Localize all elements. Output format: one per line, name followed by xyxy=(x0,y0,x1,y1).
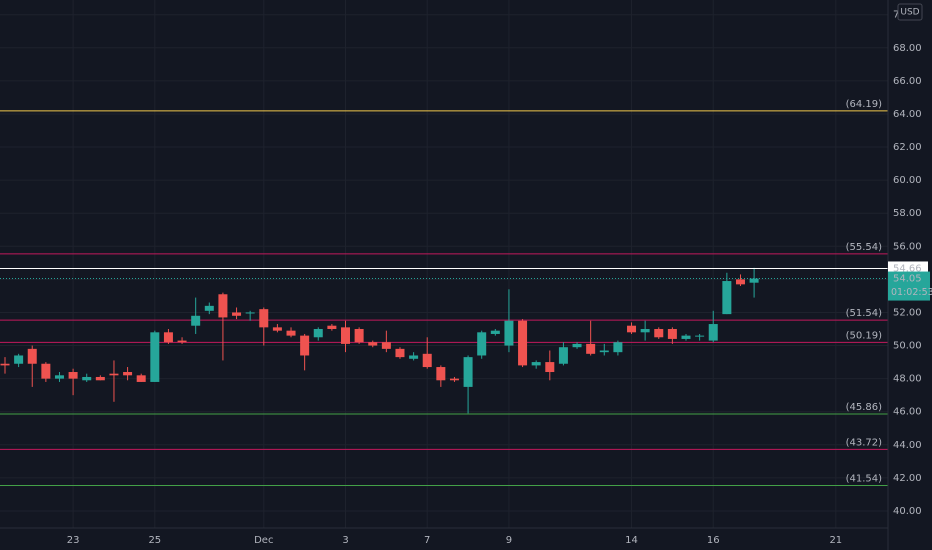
countdown-label: 01:02:53 xyxy=(891,287,932,298)
y-tick-label: 44.00 xyxy=(893,440,922,451)
candle-body xyxy=(68,372,78,379)
marker-price-label: 54.66 xyxy=(893,263,922,274)
candle-body xyxy=(681,335,691,339)
currency-badge[interactable] xyxy=(897,3,923,21)
candle-body xyxy=(123,372,133,376)
y-tick-label: 68.00 xyxy=(893,43,922,54)
candle-body xyxy=(708,324,718,341)
y-tick-label: 58.00 xyxy=(893,208,922,219)
candle-body xyxy=(204,305,214,311)
candle-body xyxy=(27,348,37,364)
candle-body xyxy=(545,362,555,373)
candle-body xyxy=(150,332,160,382)
candle-body xyxy=(599,350,609,353)
x-tick-label: 21 xyxy=(829,535,842,546)
level-label: (51.54) xyxy=(846,308,883,319)
candle-body xyxy=(695,335,705,337)
candle-body xyxy=(259,309,269,328)
candle-body xyxy=(232,312,242,316)
candle-body xyxy=(531,362,541,366)
y-tick-label: 62.00 xyxy=(893,142,922,153)
candle-body xyxy=(381,342,391,349)
candle-body xyxy=(245,312,255,314)
candle-body xyxy=(572,343,582,348)
candle-body xyxy=(286,330,296,336)
x-tick-label: 7 xyxy=(424,535,430,546)
y-tick-label: 60.00 xyxy=(893,175,922,186)
candle-body xyxy=(272,327,282,331)
candle-body xyxy=(191,315,201,326)
candle-body xyxy=(218,294,228,318)
x-tick-label: Dec xyxy=(254,535,273,546)
candle-body xyxy=(627,325,637,333)
candle-body xyxy=(558,347,568,364)
candle-body xyxy=(735,279,745,285)
candle-body xyxy=(95,376,105,381)
last-price-tag xyxy=(888,271,930,301)
candle-body xyxy=(395,348,405,358)
candle-body xyxy=(749,278,759,283)
y-tick-label: 48.00 xyxy=(893,374,922,385)
last-price-label: 54.05 xyxy=(893,274,922,285)
candle-body xyxy=(422,353,432,368)
level-label: (64.19) xyxy=(846,99,883,110)
candle-body xyxy=(667,329,677,339)
x-tick-label: 16 xyxy=(707,535,720,546)
level-label: (55.54) xyxy=(846,242,883,253)
candle-body xyxy=(368,342,378,346)
y-tick-label: 52.00 xyxy=(893,307,922,318)
candle-body xyxy=(613,342,623,353)
y-tick-label: 46.00 xyxy=(893,407,922,418)
candle-body xyxy=(463,357,473,387)
y-tick-label: 56.00 xyxy=(893,241,922,252)
candle-body xyxy=(163,332,173,343)
candle-body xyxy=(341,327,350,344)
candle-body xyxy=(654,329,664,338)
candle-body xyxy=(313,329,323,338)
x-tick-label: 14 xyxy=(625,535,638,546)
candle-body xyxy=(449,378,459,381)
x-tick-label: 23 xyxy=(67,535,80,546)
candle-body xyxy=(177,340,187,343)
candle-body xyxy=(640,329,650,333)
candle-body xyxy=(300,335,310,356)
level-label: (50.19) xyxy=(846,330,883,341)
candle-body xyxy=(136,375,146,382)
candle-body xyxy=(436,367,446,381)
candle-body xyxy=(477,332,487,356)
candle-body xyxy=(490,330,500,334)
candle-body xyxy=(14,355,24,364)
y-tick-label: 50.00 xyxy=(893,341,922,352)
candle-body xyxy=(409,355,419,359)
candle-body xyxy=(54,375,64,379)
y-tick-label: 64.00 xyxy=(893,109,922,120)
y-tick-label: 40.00 xyxy=(893,506,922,517)
candle-body xyxy=(327,325,337,330)
level-label: (45.86) xyxy=(846,402,883,413)
candle-body xyxy=(41,363,51,379)
candle-body xyxy=(722,281,732,315)
x-tick-label: 25 xyxy=(148,535,161,546)
level-label: (43.72) xyxy=(846,437,883,448)
x-tick-label: 9 xyxy=(506,535,512,546)
y-tick-label: 66.00 xyxy=(893,76,922,87)
level-label: (41.54) xyxy=(846,473,883,484)
candle-body xyxy=(586,343,596,354)
candle-body xyxy=(354,329,364,343)
currency-label: USD xyxy=(900,8,919,18)
candle-body xyxy=(82,376,92,381)
y-tick-label: 42.00 xyxy=(893,473,922,484)
candle-body xyxy=(0,363,10,366)
candle-body xyxy=(504,320,514,346)
candle-body xyxy=(109,373,119,376)
x-tick-label: 3 xyxy=(342,535,348,546)
candle-body xyxy=(518,320,528,366)
